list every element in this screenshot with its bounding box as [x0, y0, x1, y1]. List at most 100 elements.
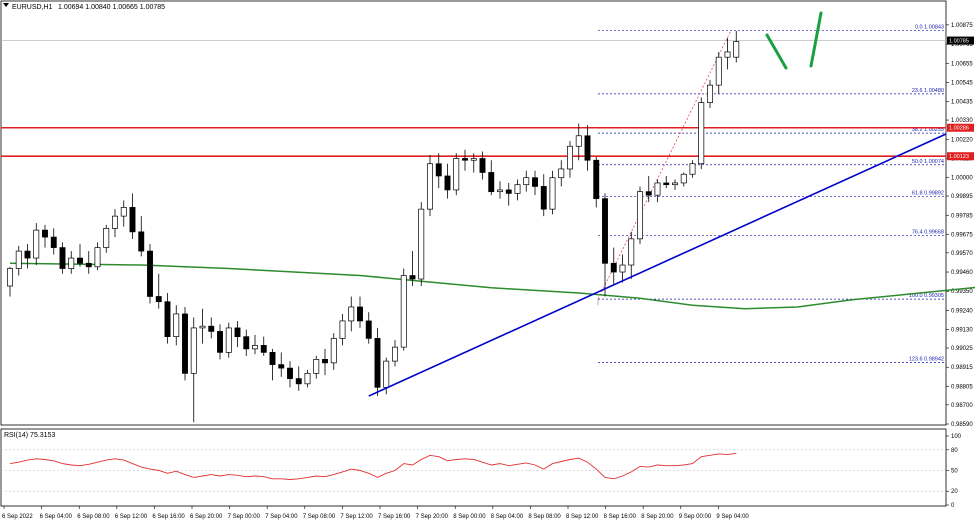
- rsi-tick-label: 80: [951, 448, 958, 454]
- candle: [77, 244, 83, 267]
- candle-body-bear: [374, 338, 381, 388]
- candle-body-bear: [260, 345, 267, 353]
- candle-body-bull: [724, 51, 731, 58]
- candle: [602, 193, 608, 297]
- candle: [435, 153, 442, 189]
- rsi-tick-label: 100: [951, 434, 962, 440]
- candle-body-bull: [112, 215, 118, 229]
- current-price-label: 1.00785: [949, 39, 969, 45]
- candle-body-bull: [637, 191, 643, 240]
- candle-body-bear: [409, 275, 416, 280]
- candle-body-bear: [164, 301, 171, 338]
- candle-body-bull: [120, 207, 127, 217]
- rsi-label: RSI(14) 75.3153: [4, 432, 55, 439]
- candle-body-bull: [514, 184, 521, 194]
- candle-body-bull: [33, 229, 40, 259]
- candle: [715, 51, 722, 94]
- candle-body-bear: [129, 207, 136, 233]
- candle: [558, 160, 565, 187]
- candle: [654, 179, 661, 203]
- main-panel-frame: [0, 0, 947, 426]
- candle-body-bull: [470, 158, 477, 161]
- candle: [278, 352, 285, 377]
- candle: [190, 317, 197, 423]
- candle-body-bear: [155, 296, 162, 303]
- fib-level-label: 23.6 1.00480: [912, 88, 944, 94]
- time-tick-label: 7 Sep 12:00: [340, 514, 373, 520]
- time-tick-label: 6 Sep 16:00: [152, 514, 185, 520]
- candle-body-bull: [654, 182, 661, 196]
- candle-body-bull: [558, 168, 565, 179]
- candle: [94, 242, 101, 271]
- candle-body-bear: [584, 135, 591, 161]
- candle: [575, 123, 582, 161]
- candle: [304, 369, 311, 388]
- candle: [619, 254, 626, 283]
- candle-body-bear: [59, 247, 66, 269]
- candle: [269, 348, 276, 381]
- candle: [610, 247, 617, 285]
- candle-body-bear: [24, 250, 31, 259]
- candle: [505, 182, 512, 206]
- candle: [24, 244, 31, 269]
- candle: [234, 320, 241, 348]
- candle: [567, 141, 573, 178]
- candle-body-bull: [400, 275, 407, 348]
- candle: [313, 355, 320, 379]
- candle: [663, 175, 670, 189]
- fib-level-label: 76.4 0.99668: [912, 230, 944, 236]
- time-tick-label: 8 Sep 20:00: [641, 514, 674, 520]
- time-tick-label: 7 Sep 08:00: [303, 514, 336, 520]
- candle-body-bear: [85, 262, 92, 268]
- candle: [427, 154, 433, 217]
- candle-body-bear: [322, 359, 328, 364]
- candle-body-bull: [348, 306, 355, 322]
- price-tick-label: 1.00765: [951, 42, 973, 48]
- support-trendline: [368, 133, 947, 397]
- candle-body-bull: [680, 173, 687, 184]
- candle: [59, 242, 66, 274]
- price-tick-label: 0.99570: [951, 251, 973, 257]
- candle-body-bear: [269, 352, 276, 365]
- price-tick-label: 1.00435: [951, 100, 973, 106]
- price-tick-label: 0.99130: [951, 328, 973, 334]
- candle: [698, 97, 705, 169]
- candle-body-bear: [444, 175, 451, 191]
- candle: [672, 179, 678, 190]
- price-tick-label: 0.98590: [951, 422, 973, 428]
- candle: [85, 251, 92, 274]
- candle-body-bear: [479, 158, 486, 173]
- candle-body-bull: [418, 208, 425, 280]
- candle: [330, 333, 337, 370]
- symbol-label: EURUSD,H1: [12, 4, 53, 11]
- candle-body-bull: [672, 182, 678, 186]
- candle-body-bull: [94, 247, 101, 268]
- candle: [33, 223, 40, 266]
- time-axis: 6 Sep 2022 6 Sep 04:00 6 Sep 08:00 6 Sep 12…: [2, 506, 749, 520]
- dropdown-triangle-icon[interactable]: [3, 3, 9, 7]
- candle-body-bull: [733, 41, 740, 58]
- candle: [479, 151, 486, 180]
- resistance-price-label: 1.00286: [949, 126, 969, 132]
- moving-average-line: [9, 262, 975, 310]
- price-tick-label: 0.99350: [951, 289, 973, 295]
- candle-body-bear: [278, 364, 285, 369]
- rsi-panel-frame: [0, 428, 947, 507]
- rsi-tick-label: 50: [951, 469, 958, 475]
- fib-level-label: 61.8 0.99892: [912, 191, 944, 197]
- candle-body-bull: [304, 372, 311, 385]
- time-tick-label: 6 Sep 04:00: [40, 514, 73, 520]
- price-tick-label: 0.98915: [951, 365, 973, 371]
- time-tick-label: 9 Sep 00:00: [679, 514, 712, 520]
- projection-arrows: [765, 11, 823, 70]
- candle-body-bear: [77, 257, 83, 264]
- moving-average: [9, 262, 975, 310]
- candle: [540, 174, 547, 217]
- candle: [42, 224, 48, 248]
- candle: [409, 251, 416, 287]
- candle: [50, 228, 57, 255]
- candle: [260, 336, 267, 356]
- candle-body-bear: [357, 306, 363, 322]
- candle-body-bear: [217, 331, 223, 353]
